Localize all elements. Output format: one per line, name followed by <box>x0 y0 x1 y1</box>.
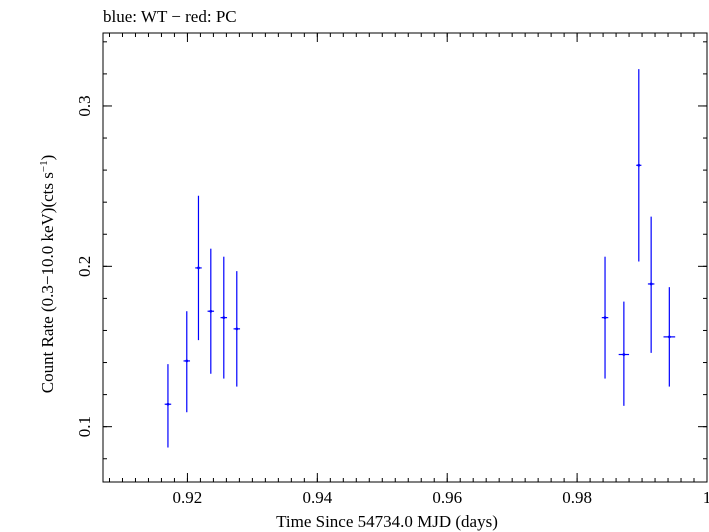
data-point <box>195 195 202 341</box>
data-marker <box>235 327 239 331</box>
data-point <box>647 216 655 353</box>
data-marker <box>637 163 641 167</box>
data-point <box>601 256 609 379</box>
y-tick-label: 0.3 <box>75 95 94 116</box>
y-tick-label: 0.1 <box>75 416 94 437</box>
data-point <box>220 256 228 379</box>
plot-frame <box>102 32 708 483</box>
chart-title: blue: WT − red: PC <box>103 7 237 26</box>
data-marker <box>197 266 200 270</box>
y-tick-label: 0.2 <box>75 256 94 277</box>
x-tick-label: 0.98 <box>562 488 592 507</box>
data-marker <box>649 282 653 286</box>
data-marker <box>222 316 226 320</box>
data-points <box>164 69 676 448</box>
data-marker <box>185 359 189 363</box>
y-axis-label-close: ) <box>38 155 57 161</box>
y-axis-label-exponent: −1 <box>38 160 50 172</box>
data-marker <box>622 353 626 356</box>
data-point <box>636 69 642 262</box>
x-tick-label: 0.94 <box>302 488 332 507</box>
data-point <box>164 364 172 448</box>
data-marker <box>209 309 213 313</box>
x-tick-label: 0.92 <box>173 488 203 507</box>
data-marker <box>667 335 671 339</box>
data-point <box>207 248 215 374</box>
data-point <box>618 301 630 406</box>
y-axis-label: Count Rate (0.3−10.0 keV)(cts s−1) <box>38 155 57 394</box>
data-point <box>233 271 241 387</box>
axis-ticks: 0.92 0.94 0.96 0.98 1 0.1 0.2 0.3 <box>75 33 709 507</box>
x-axis-label: Time Since 54734.0 MJD (days) <box>276 512 498 531</box>
x-tick-label: 0.96 <box>432 488 462 507</box>
data-marker <box>166 402 170 406</box>
data-point <box>663 287 676 387</box>
y-axis-label-main: Count Rate (0.3−10.0 keV)(cts s <box>38 172 57 393</box>
data-point <box>183 311 191 413</box>
data-marker <box>603 316 607 320</box>
x-tick-label: 1 <box>703 488 709 507</box>
